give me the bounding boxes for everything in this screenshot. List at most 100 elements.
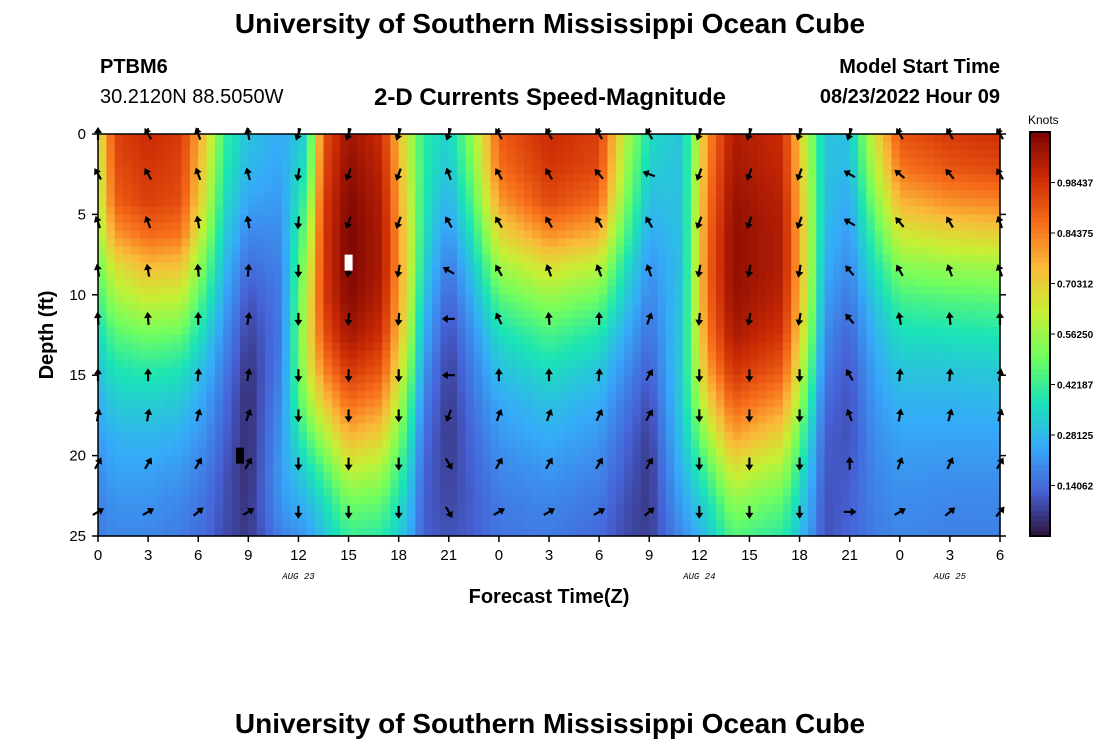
heatmap-cell — [273, 270, 283, 280]
heatmap-cell — [924, 270, 934, 280]
heatmap-cell — [557, 463, 567, 473]
heatmap-cell — [440, 487, 450, 497]
heatmap-cell — [281, 455, 291, 465]
heatmap-cell — [924, 383, 934, 392]
heatmap-cell — [423, 286, 433, 296]
heatmap-cell — [323, 182, 333, 191]
heatmap-cell — [490, 302, 500, 312]
heatmap-cell — [782, 134, 792, 143]
heatmap-cell — [323, 511, 333, 521]
heatmap-cell — [507, 246, 517, 256]
heatmap-cell — [448, 415, 458, 425]
heatmap-cell — [423, 326, 433, 336]
heatmap-cell — [523, 254, 533, 264]
heatmap-cell — [173, 190, 183, 199]
heatmap-cell — [716, 270, 725, 280]
heatmap-cell — [599, 310, 609, 320]
heatmap-cell — [356, 310, 366, 320]
heatmap-cell — [640, 198, 650, 207]
heatmap-cell — [498, 326, 508, 336]
heatmap-cell — [866, 198, 876, 207]
heatmap-cell — [590, 423, 600, 433]
heatmap-cell — [356, 318, 366, 328]
heatmap-cell — [858, 367, 867, 376]
heatmap-cell — [114, 246, 124, 256]
heatmap-cell — [515, 447, 525, 457]
heatmap-cell — [181, 343, 191, 352]
heatmap-cell — [883, 335, 893, 344]
heatmap-cell — [231, 174, 241, 183]
heatmap-cell — [306, 318, 316, 328]
heatmap-cell — [315, 142, 325, 151]
heatmap-cell — [131, 278, 141, 288]
heatmap-cell — [899, 463, 909, 473]
heatmap-cell — [799, 190, 809, 199]
heatmap-cell — [841, 150, 851, 159]
heatmap-cell — [507, 158, 517, 167]
heatmap-cell — [273, 302, 283, 312]
heatmap-cell — [774, 527, 784, 537]
heatmap-cell — [465, 270, 475, 280]
heatmap-cell — [473, 399, 483, 408]
heatmap-cell — [148, 399, 158, 408]
heatmap-cell — [607, 238, 617, 248]
heatmap-cell — [883, 455, 893, 465]
heatmap-cell — [816, 326, 826, 336]
heatmap-cell — [331, 206, 341, 215]
heatmap-cell — [331, 335, 341, 344]
heatmap-cell — [106, 142, 116, 151]
heatmap-cell — [824, 270, 834, 280]
heatmap-cell — [649, 415, 659, 425]
heatmap-cell — [716, 415, 725, 425]
heatmap-cell — [841, 343, 851, 352]
heatmap-cell — [883, 134, 893, 143]
heatmap-cell — [699, 158, 709, 167]
heatmap-cell — [498, 375, 508, 384]
heatmap-cell — [674, 278, 684, 288]
heatmap-cell — [373, 318, 383, 328]
heatmap-cell — [732, 206, 742, 215]
heatmap-cell — [423, 190, 433, 199]
heatmap-cell — [523, 383, 533, 392]
heatmap-cell — [106, 238, 116, 248]
heatmap-cell — [256, 278, 266, 288]
heatmap-cell — [407, 182, 416, 191]
heatmap-cell — [148, 142, 158, 151]
heatmap-cell — [766, 399, 776, 408]
heatmap-cell — [139, 455, 149, 465]
station-id: PTBM6 — [100, 56, 168, 78]
heatmap-cell — [156, 278, 166, 288]
heatmap-cell — [724, 326, 734, 336]
heatmap-cell — [498, 343, 508, 352]
heatmap-cell — [223, 399, 233, 408]
heatmap-cell — [448, 206, 458, 215]
heatmap-cell — [891, 318, 901, 328]
heatmap-cell — [607, 415, 617, 425]
heatmap-cell — [281, 471, 291, 481]
heatmap-cell — [473, 519, 483, 529]
heatmap-cell — [774, 142, 784, 151]
heatmap-cell — [507, 383, 517, 392]
heatmap-cell — [774, 503, 784, 513]
heatmap-cell — [640, 383, 650, 392]
heatmap-cell — [816, 503, 826, 513]
heatmap-cell — [407, 503, 416, 513]
heatmap-cell — [724, 519, 734, 529]
heatmap-cell — [841, 415, 851, 425]
heatmap-cell — [473, 294, 483, 304]
heatmap-cell — [690, 286, 700, 296]
heatmap-cell — [173, 399, 183, 408]
heatmap-cell — [824, 302, 834, 312]
heatmap-cell — [707, 351, 717, 360]
heatmap-cell — [891, 254, 901, 264]
heatmap-cell — [590, 302, 600, 312]
heatmap-cell — [774, 479, 784, 489]
heatmap-cell — [189, 351, 199, 360]
heatmap-cell — [724, 206, 734, 215]
heatmap-cell — [423, 343, 433, 352]
heatmap-cell — [766, 326, 776, 336]
heatmap-cell — [482, 399, 492, 408]
heatmap-cell — [415, 142, 425, 151]
heatmap-cell — [849, 471, 859, 481]
heatmap-cell — [306, 278, 316, 288]
